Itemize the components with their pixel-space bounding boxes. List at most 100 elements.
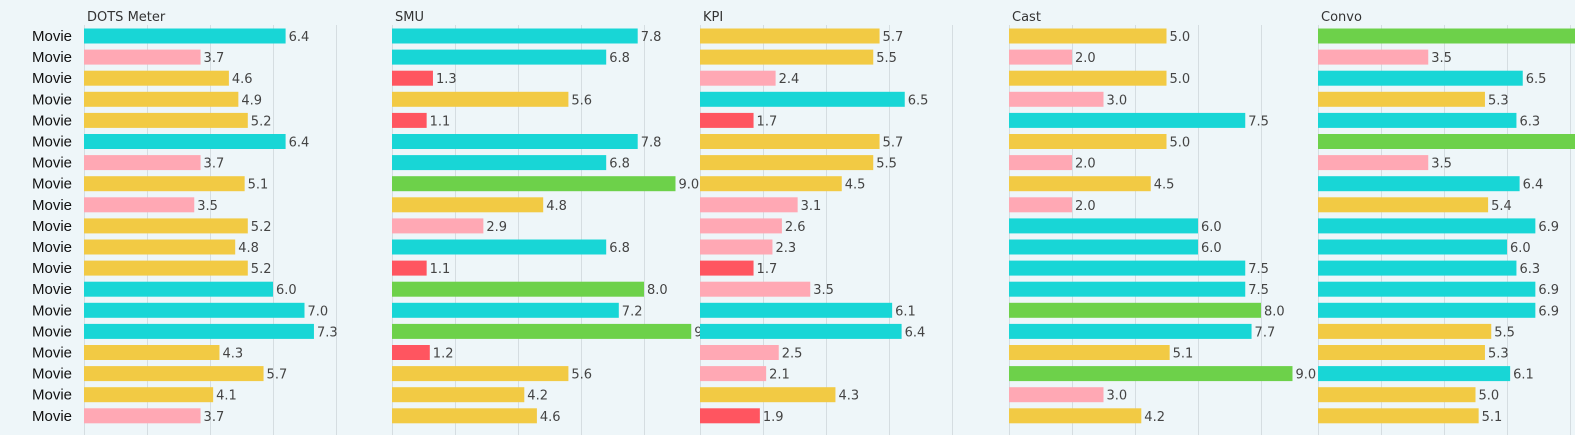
bar-value-label: 4.8: [238, 241, 259, 256]
bar: [392, 260, 427, 276]
bar-value-label: 4.5: [845, 178, 866, 193]
bar-value-label: 5.5: [1494, 325, 1515, 340]
row-label: Movie: [32, 112, 72, 129]
bar-value-label: 6.8: [609, 157, 630, 172]
bar: [84, 176, 245, 192]
bar-value-label: 5.6: [571, 368, 592, 383]
bar: [1009, 112, 1246, 128]
bar-value-label: 9.0: [1296, 368, 1317, 383]
bar-value-label: 7.2: [622, 304, 643, 319]
bar-value-label: 3.0: [1107, 389, 1128, 404]
row-label: Movie: [32, 134, 72, 151]
bar: [700, 197, 798, 213]
bar: [84, 302, 305, 318]
row-label: Movie: [32, 218, 72, 235]
bar-value-label: 5.2: [251, 114, 272, 129]
bar-value-label: 6.9: [1538, 304, 1559, 319]
panel-title: DOTS Meter: [87, 10, 166, 25]
bar: [1009, 345, 1170, 360]
bar: [700, 281, 811, 297]
bar: [84, 112, 248, 128]
bar: [700, 302, 893, 318]
bar-value-label: 4.3: [838, 389, 859, 404]
bar: [392, 323, 692, 339]
bar: [84, 239, 236, 255]
bar-value-label: 5.0: [1170, 136, 1191, 151]
bar: [84, 323, 314, 339]
bar: [1009, 281, 1246, 297]
bar: [700, 176, 842, 192]
bar: [392, 49, 607, 65]
row-label: Movie: [32, 366, 72, 383]
bar-value-label: 4.8: [546, 199, 567, 214]
bar: [1318, 197, 1489, 213]
bar: [700, 323, 902, 339]
bar: [1009, 408, 1142, 424]
bar-value-label: 4.6: [232, 72, 253, 87]
bar: [84, 155, 201, 171]
bar: [84, 28, 286, 44]
bar-value-label: 4.1: [216, 389, 237, 404]
bar: [84, 197, 195, 213]
bar-value-label: 1.1: [430, 114, 451, 129]
bar-value-label: 6.3: [1519, 262, 1540, 277]
bar: [700, 218, 782, 234]
bar: [700, 408, 760, 424]
bar: [1318, 408, 1479, 424]
bar: [1009, 176, 1151, 192]
bar: [392, 176, 676, 192]
bar-value-label: 8.0: [1264, 304, 1285, 319]
bar-value-label: 7.8: [641, 30, 662, 45]
bar-value-label: 6.9: [1538, 283, 1559, 298]
bar-value-label: 6.0: [1510, 241, 1531, 256]
bar: [1318, 281, 1536, 297]
bar: [84, 218, 248, 234]
bar-value-label: 3.7: [204, 410, 225, 425]
bar-value-label: 5.2: [251, 262, 272, 277]
bar: [1009, 387, 1104, 403]
bar-value-label: 6.4: [289, 30, 310, 45]
row-label: Movie: [32, 91, 72, 108]
bar-value-label: 2.4: [779, 72, 800, 87]
bar: [84, 260, 248, 276]
bar-value-label: 8.0: [647, 283, 668, 298]
bar: [1009, 155, 1072, 171]
bar-value-label: 3.1: [801, 199, 822, 214]
bar: [392, 239, 607, 255]
panel-title: SMU: [395, 10, 424, 25]
bar-value-label: 6.3: [1519, 114, 1540, 129]
bar: [392, 281, 644, 297]
bar-value-label: 4.2: [527, 389, 548, 404]
bar: [392, 218, 484, 234]
bar-value-label: 4.3: [222, 347, 243, 362]
bar: [1318, 239, 1507, 255]
bar-value-label: 7.5: [1248, 283, 1269, 298]
bar-value-label: 5.7: [883, 30, 904, 45]
bar: [84, 345, 220, 360]
bar-value-label: 6.4: [905, 325, 926, 340]
bar-value-label: 2.0: [1075, 51, 1096, 66]
bar-value-label: 6.9: [1538, 220, 1559, 235]
bar: [1318, 91, 1485, 107]
bar-value-label: 4.6: [540, 410, 561, 425]
bar: [1009, 302, 1261, 318]
bar: [84, 366, 264, 382]
bar-value-label: 2.0: [1075, 199, 1096, 214]
bar-value-label: 3.5: [813, 283, 834, 298]
bar-value-label: 5.1: [1173, 347, 1194, 362]
bar: [1318, 155, 1429, 171]
bar-value-label: 5.7: [883, 136, 904, 151]
bar: [1318, 218, 1536, 234]
bar-value-label: 6.0: [1201, 241, 1222, 256]
bar: [1009, 134, 1167, 149]
bar-value-label: 5.2: [251, 220, 272, 235]
bar: [392, 366, 569, 382]
bar-value-label: 6.4: [1523, 178, 1544, 193]
bar: [392, 134, 638, 149]
panel-title: Convo: [1321, 10, 1362, 25]
bar: [700, 366, 767, 382]
row-label: Movie: [32, 70, 72, 87]
bar: [1318, 70, 1523, 86]
bar-value-label: 2.5: [782, 347, 803, 362]
